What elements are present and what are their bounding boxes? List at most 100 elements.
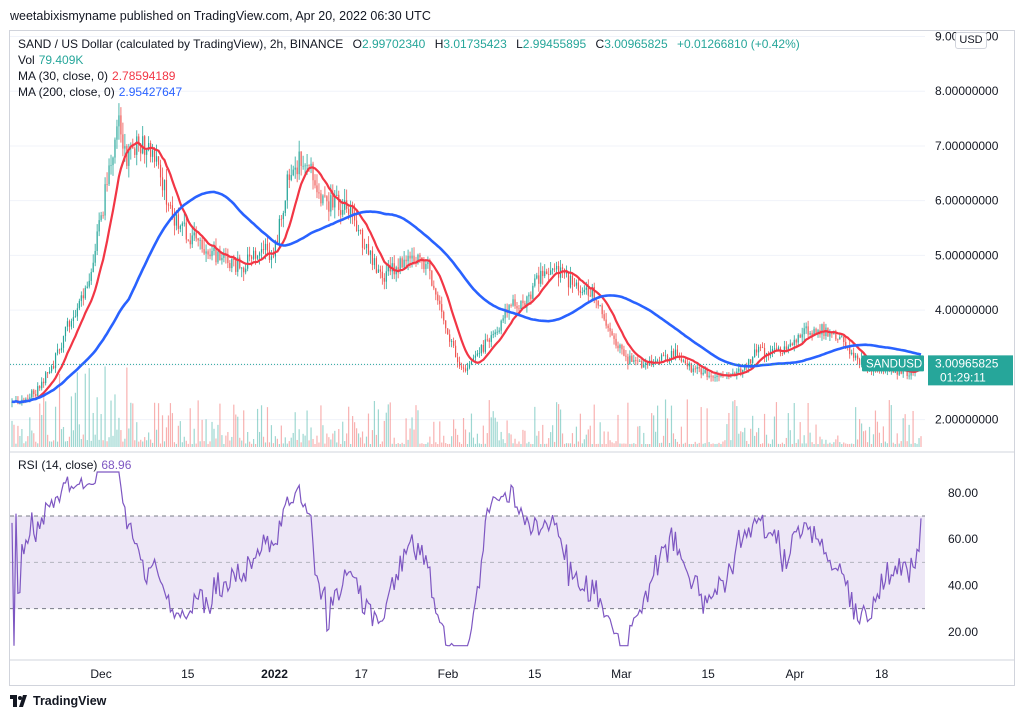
volume-bar bbox=[603, 431, 605, 447]
volume-bar bbox=[183, 436, 185, 447]
volume-bar bbox=[750, 428, 752, 447]
volume-bar bbox=[906, 441, 908, 447]
candle-body bbox=[599, 305, 601, 307]
currency-badge[interactable]: USD bbox=[955, 32, 987, 49]
candle-body bbox=[116, 126, 118, 140]
candle-body bbox=[544, 271, 546, 277]
volume-bar bbox=[205, 419, 207, 447]
candle-body bbox=[908, 375, 910, 377]
volume-bar bbox=[92, 412, 94, 447]
candle-body bbox=[373, 258, 376, 266]
candle-body bbox=[23, 399, 25, 401]
volume-bar bbox=[60, 429, 63, 447]
candle-body bbox=[518, 308, 520, 310]
volume-bar bbox=[31, 430, 33, 447]
candle-body bbox=[126, 146, 128, 166]
volume-bar bbox=[872, 434, 875, 447]
candle-body bbox=[801, 334, 803, 338]
volume-bar bbox=[892, 442, 894, 447]
volume-bar bbox=[825, 439, 827, 447]
volume-bar bbox=[734, 400, 736, 447]
volume-bar bbox=[278, 443, 280, 447]
candle-body bbox=[245, 268, 247, 273]
legend-ma200-row[interactable]: MA (200, close, 0) 2.95427647 bbox=[18, 85, 182, 99]
volume-bar bbox=[66, 441, 69, 447]
volume-bar bbox=[310, 427, 312, 447]
volume-bar bbox=[274, 436, 276, 447]
candle-body bbox=[324, 195, 326, 197]
candle-body bbox=[542, 270, 544, 277]
volume-bar bbox=[144, 437, 146, 447]
volume-bar bbox=[623, 443, 625, 447]
ma200-value: 2.95427647 bbox=[118, 85, 183, 99]
candle-body bbox=[33, 390, 35, 395]
chart-frame[interactable] bbox=[9, 30, 1015, 686]
volume-bar bbox=[332, 433, 334, 447]
candle-body bbox=[365, 244, 368, 248]
volume-bar bbox=[453, 419, 455, 447]
volume-bar bbox=[249, 441, 251, 447]
tradingview-logo[interactable]: TradingView bbox=[10, 694, 106, 708]
volume-bar bbox=[203, 441, 205, 447]
candle-body bbox=[90, 271, 92, 281]
candle-body bbox=[688, 363, 690, 367]
volume-bar bbox=[833, 442, 835, 447]
volume-bar bbox=[43, 397, 45, 447]
volume-bar bbox=[649, 444, 651, 447]
candle-body bbox=[775, 348, 778, 350]
volume-bar bbox=[546, 443, 548, 447]
volume-bar bbox=[258, 431, 261, 447]
volume-bar bbox=[90, 440, 92, 447]
time-tick-label: 15 bbox=[528, 667, 542, 681]
volume-bar bbox=[520, 443, 522, 447]
candle-body bbox=[902, 369, 904, 374]
volume-bar bbox=[904, 414, 906, 447]
volume-bar bbox=[175, 443, 177, 447]
candle-body bbox=[526, 296, 528, 308]
volume-bar bbox=[724, 440, 726, 447]
volume-bar bbox=[342, 421, 344, 447]
volume-bar bbox=[229, 440, 231, 447]
volume-bar bbox=[524, 430, 526, 447]
volume-bar bbox=[441, 442, 443, 447]
candle-body bbox=[607, 325, 609, 329]
volume-bar bbox=[256, 408, 259, 447]
candle-body bbox=[381, 271, 383, 278]
candle-body bbox=[318, 192, 320, 194]
candle-body bbox=[100, 215, 102, 221]
volume-bar bbox=[672, 433, 675, 447]
candle-body bbox=[80, 295, 82, 301]
volume-bar bbox=[369, 443, 372, 447]
volume-bar bbox=[773, 416, 776, 447]
legend-ma30-row[interactable]: MA (30, close, 0) 2.78594189 bbox=[18, 69, 175, 83]
volume-bar bbox=[767, 443, 770, 447]
candle-body bbox=[251, 256, 253, 259]
volume-bar bbox=[421, 443, 423, 447]
volume-bar bbox=[682, 443, 684, 447]
volume-bar bbox=[78, 424, 80, 447]
candle-body bbox=[569, 275, 572, 288]
volume-bar bbox=[296, 439, 298, 447]
volume-bar bbox=[478, 443, 480, 447]
candle-body bbox=[49, 371, 51, 374]
volume-bar bbox=[112, 435, 114, 447]
candle-body bbox=[338, 194, 340, 211]
candle-body bbox=[660, 354, 663, 361]
legend-volume-row[interactable]: Vol 79.409K bbox=[18, 53, 83, 67]
candle-body bbox=[189, 240, 191, 245]
candle-body bbox=[52, 366, 55, 369]
candle-body bbox=[561, 267, 564, 269]
volume-bar bbox=[686, 399, 688, 447]
candle-body bbox=[445, 320, 447, 329]
legend-rsi-row[interactable]: RSI (14, close) 68.96 bbox=[18, 458, 131, 472]
volume-bar bbox=[486, 433, 488, 447]
volume-bar bbox=[161, 415, 164, 447]
volume-bar bbox=[617, 414, 619, 447]
candle-body bbox=[645, 362, 647, 365]
volume-bar bbox=[643, 432, 645, 447]
volume-bar bbox=[704, 443, 706, 447]
volume-bar bbox=[124, 438, 126, 447]
volume-bar bbox=[288, 441, 290, 447]
candle-body bbox=[181, 223, 183, 226]
